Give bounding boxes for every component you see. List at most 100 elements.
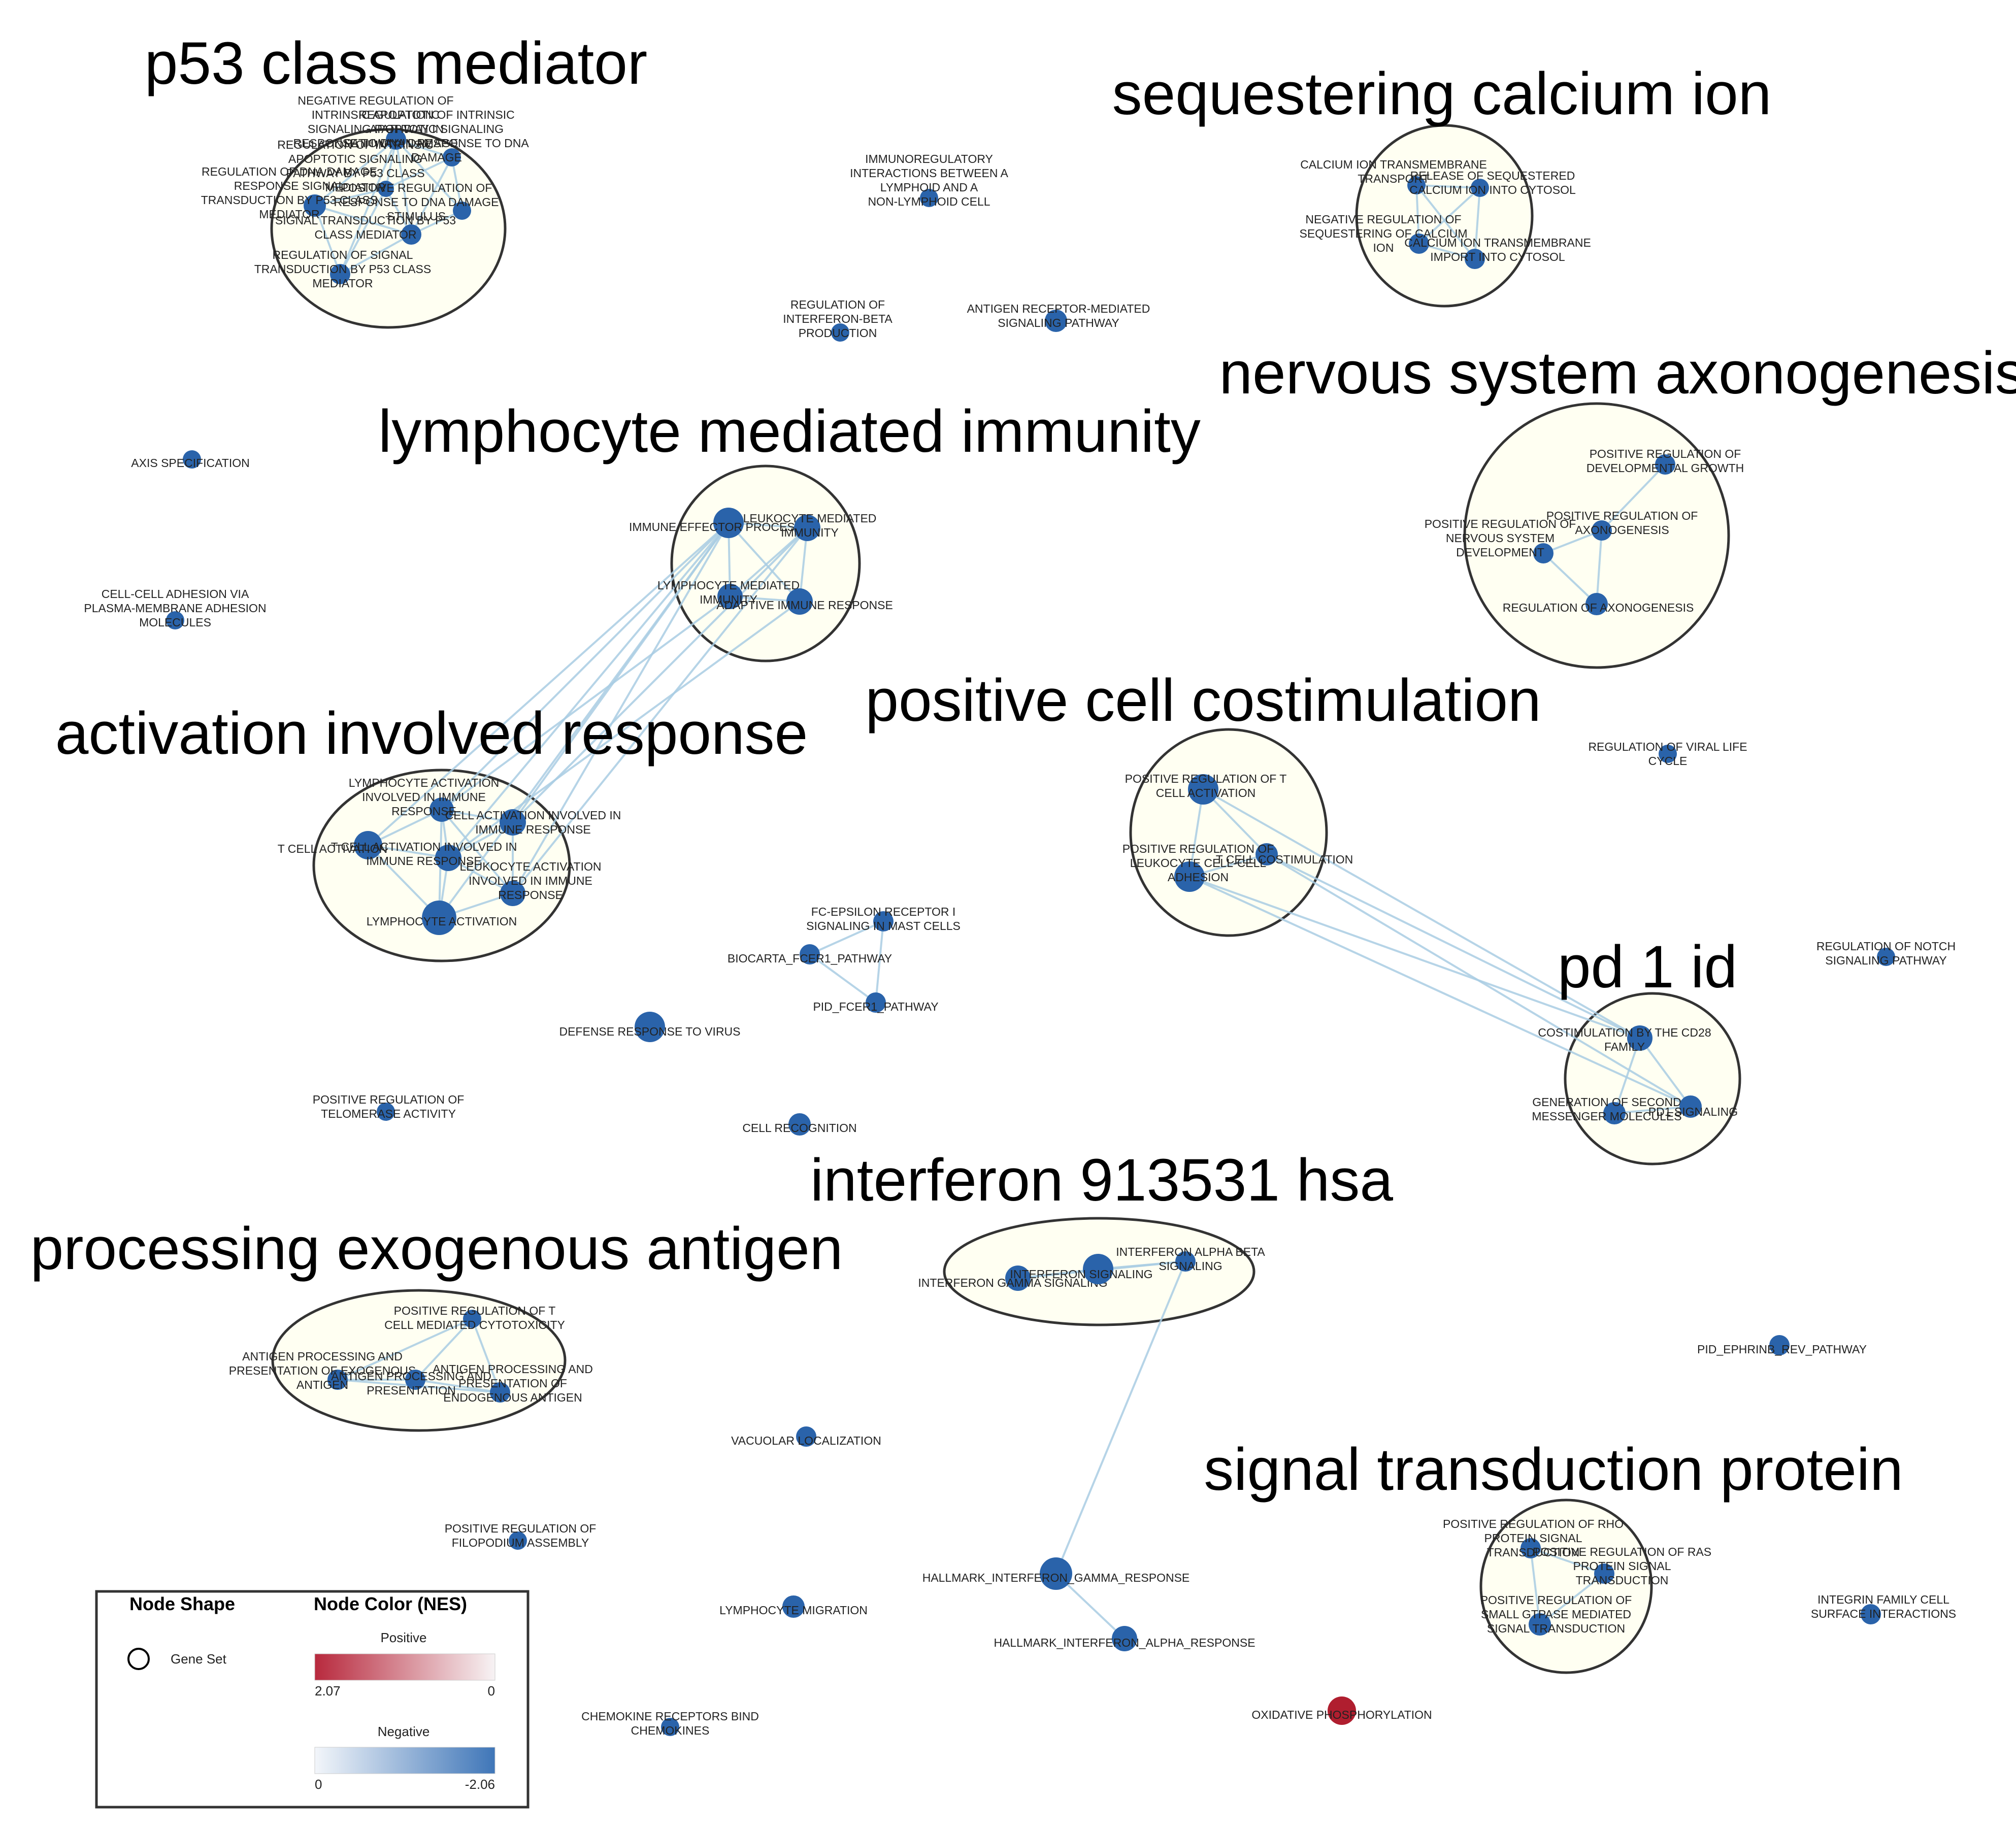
gene-set-node[interactable] [354,831,382,859]
node-label: REGULATION OF SIGNAL [273,248,413,261]
gene-set-node[interactable] [1585,593,1608,615]
edge [512,522,730,894]
gene-set-node[interactable] [1627,1025,1653,1051]
cluster-title-layer: p53 class mediator sequestering calcium i… [30,30,2016,1503]
node-label: BIOCARTA_FCER1_PATHWAY [728,952,892,965]
gene-set-node[interactable] [1175,1251,1196,1272]
gene-set-node[interactable] [509,1532,527,1550]
node-label: INTERACTIONS BETWEEN A [850,167,1008,180]
gene-set-node[interactable] [1592,520,1612,541]
legend-color-heading: Node Color (NES) [314,1593,467,1614]
gene-set-node[interactable] [1529,1613,1551,1636]
gene-set-node[interactable] [1877,948,1895,966]
gene-set-node[interactable] [1465,249,1485,269]
gene-set-node[interactable] [443,148,461,167]
legend-frame [95,1590,530,1809]
gene-set-node[interactable] [782,1595,805,1618]
gene-set-node[interactable] [794,515,820,541]
gene-set-node[interactable] [500,881,525,906]
gene-set-node[interactable] [386,129,406,150]
gene-set-node[interactable] [1521,1538,1541,1558]
gene-set-node[interactable] [377,1103,395,1121]
gene-set-node[interactable] [1594,1563,1614,1584]
gene-set-node[interactable] [866,992,886,1013]
node-label: INVOLVED IN IMMUNE [362,790,486,804]
gene-set-node[interactable] [1655,454,1675,475]
gene-set-node[interactable] [661,1718,679,1736]
node-label: NEGATIVE REGULATION OF [1305,213,1461,226]
node-label: REGULATION OF [790,298,885,311]
node-label: FAMILY [1604,1040,1645,1053]
node-label: POSITIVE REGULATION OF [1122,842,1274,855]
gene-set-node[interactable] [788,1113,811,1136]
node-label: CALCIUM ION TRANSMEMBRANE [1404,236,1591,249]
node-label: INTERFERON-BETA [783,312,893,325]
gene-set-node[interactable] [796,1426,816,1447]
gene-set-node[interactable] [1603,1102,1626,1124]
gene-set-node[interactable] [1255,843,1278,865]
gene-set-node[interactable] [920,189,938,207]
gene-set-node[interactable] [800,944,820,964]
gene-set-node[interactable] [378,181,394,197]
node-label: NEGATIVE REGULATION OF [298,94,453,107]
gene-set-node[interactable] [1174,861,1205,892]
gene-set-node[interactable] [490,1382,510,1403]
gene-set-node[interactable] [1861,1604,1881,1624]
edge [1416,184,1480,189]
edge [809,953,877,1004]
gene-set-node[interactable] [1533,543,1554,563]
gene-set-node[interactable] [1471,179,1489,197]
edge [1543,529,1602,554]
gene-set-node[interactable] [1045,310,1067,332]
gene-set-node[interactable] [831,323,849,342]
gene-set-node[interactable] [717,584,743,609]
edge [314,205,341,275]
gene-set-node[interactable] [1659,745,1677,763]
legend-negative-label: Negative [378,1724,430,1739]
edge [1418,187,1481,245]
gene-set-node[interactable] [405,1370,425,1390]
node-label: IMMUNE RESPONSE [475,823,590,836]
node-label: LEUKOCYTE MEDIATED [743,512,877,525]
gene-set-node[interactable] [1112,1626,1137,1651]
node-label: CALCIUM ION INTO CYTOSOL [1409,183,1576,196]
cluster-title: signal transduction protein [1204,1436,1903,1503]
gene-set-node[interactable] [1679,1095,1702,1118]
gene-set-node[interactable] [873,911,894,931]
gene-set-node[interactable] [1409,234,1429,254]
gene-set-node[interactable] [713,508,744,538]
gene-set-node[interactable] [304,194,326,217]
node-label: LYMPHOCYTE MIGRATION [719,1604,868,1617]
gene-set-node[interactable] [183,450,201,469]
gene-set-node[interactable] [1040,1557,1072,1590]
gene-set-node[interactable] [1407,176,1426,194]
node-label: REGULATION OF DNA DAMAGE [202,165,377,178]
gene-set-node[interactable] [453,202,471,220]
node-label: CLASS MEDIATOR [314,228,416,241]
negative-gradient-bar [314,1747,495,1774]
gene-set-node[interactable] [435,845,461,871]
gene-set-node[interactable] [327,1370,348,1390]
gene-set-node[interactable] [166,611,184,629]
gene-set-node[interactable] [463,1310,481,1328]
gene-set-node[interactable] [330,264,350,284]
edge [1189,876,1691,1108]
edge [447,522,730,859]
node-label: POSITIVE REGULATION OF RAS [1533,1545,1711,1558]
node-label: LYMPHOCYTE ACTIVATION [367,915,517,928]
gene-set-node[interactable] [401,224,421,245]
gene-set-node[interactable] [1083,1254,1113,1284]
gene-set-node[interactable] [1188,774,1218,805]
gene-set-node[interactable] [500,809,526,836]
gene-set-node[interactable] [1769,1335,1790,1355]
gene-set-node[interactable] [1328,1696,1356,1725]
gene-set-node[interactable] [429,797,454,822]
gene-set-node[interactable] [422,901,456,935]
gene-set-node[interactable] [635,1012,665,1042]
gene-set-node[interactable] [1005,1266,1031,1291]
node-label: POSITIVE REGULATION OF [1590,447,1741,460]
node-label: POSITIVE REGULATION OF [1546,509,1698,522]
gene-set-node[interactable] [786,588,813,615]
